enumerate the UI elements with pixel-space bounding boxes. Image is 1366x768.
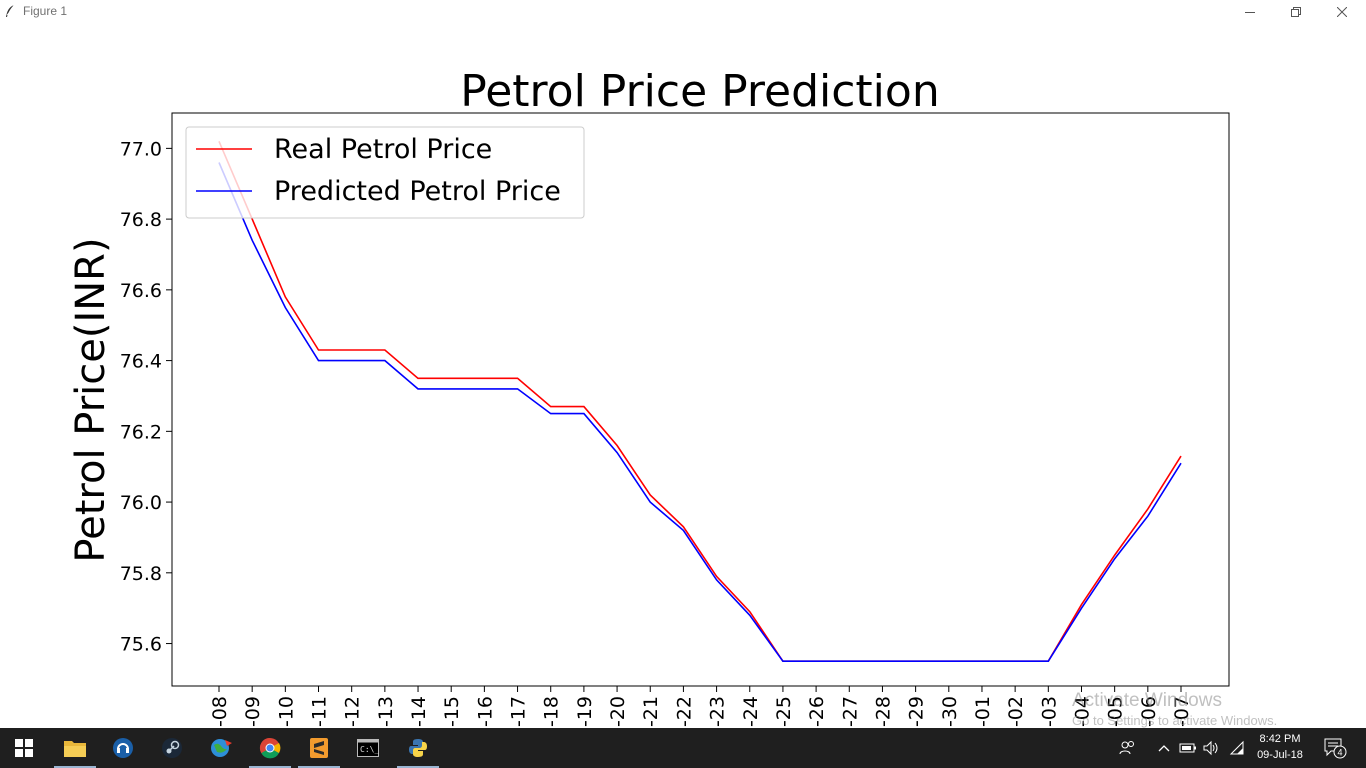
x-tick-label: -20 xyxy=(607,696,629,727)
y-tick-label: 75.6 xyxy=(120,634,162,656)
x-tick-label: -24 xyxy=(740,696,762,727)
x-tick-label: -19 xyxy=(574,696,596,727)
y-axis-label: Petrol Price(INR) xyxy=(68,237,114,562)
tray-show-hidden[interactable] xyxy=(1154,738,1174,758)
x-tick-label: -17 xyxy=(508,696,530,727)
python-icon xyxy=(409,739,427,757)
x-tick-label: -02 xyxy=(1005,696,1027,727)
minimize-button[interactable] xyxy=(1227,0,1273,24)
taskbar-chrome[interactable] xyxy=(246,728,294,768)
battery-icon xyxy=(1179,743,1196,753)
terminal-icon: C:\_ xyxy=(357,739,379,757)
start-button[interactable] xyxy=(0,728,48,768)
y-axis-ticks: 75.6 75.8 76.0 76.2 76.4 76.6 76.8 77.0 xyxy=(120,138,172,656)
close-icon xyxy=(1337,7,1347,17)
x-tick-label: -18 xyxy=(541,696,563,727)
y-tick-label: 76.6 xyxy=(120,280,162,302)
x-axis-ticks: -08 -09 -10 -11 -12 -13 -14 -15 -16 -17 -18 -19 -20-… xyxy=(209,686,1193,727)
x-tick-label: -13 xyxy=(375,696,397,727)
restore-button[interactable] xyxy=(1273,0,1319,24)
minimize-icon xyxy=(1245,12,1255,13)
x-tick-label: -06 xyxy=(1138,696,1160,727)
x-tick-label: -29 xyxy=(906,696,928,727)
taskbar-support-assistant[interactable] xyxy=(99,728,147,768)
legend-box xyxy=(185,126,585,219)
series-line-predicted xyxy=(218,162,1182,663)
chart-title: Petrol Price Prediction xyxy=(460,66,939,117)
x-tick-label: -09 xyxy=(242,696,264,727)
x-tick-label: -15 xyxy=(441,696,463,727)
tray-people[interactable] xyxy=(1118,738,1138,758)
x-tick-label: -23 xyxy=(707,696,729,727)
clock-date: 09-Jul-18 xyxy=(1257,749,1303,761)
x-tick-label: -16 xyxy=(474,696,496,727)
taskbar-clock[interactable]: 8:42 PM 09-Jul-18 xyxy=(1250,731,1310,763)
tray-wifi[interactable] xyxy=(1227,738,1247,758)
feather-icon xyxy=(6,4,15,17)
x-tick-label: -05 xyxy=(1105,696,1127,727)
active-indicator xyxy=(298,766,340,768)
y-tick-label: 76.4 xyxy=(120,351,162,373)
y-tick-label: 75.8 xyxy=(120,563,162,585)
x-tick-label: -22 xyxy=(673,696,695,727)
taskbar-file-explorer[interactable] xyxy=(51,728,99,768)
taskbar-command-prompt[interactable]: C:\_ xyxy=(344,728,392,768)
tray-battery[interactable] xyxy=(1178,738,1198,758)
x-tick-label: -10 xyxy=(275,696,297,727)
x-tick-label: -08 xyxy=(209,696,231,727)
headset-icon xyxy=(113,738,133,758)
y-tick-label: 76.2 xyxy=(120,421,162,443)
taskbar-sublime-text[interactable] xyxy=(295,728,343,768)
restore-icon xyxy=(1291,7,1301,17)
notification-count: 4 xyxy=(1337,748,1342,758)
tray-volume[interactable] xyxy=(1201,738,1221,758)
series-layer xyxy=(218,140,1182,663)
x-tick-label: -07 xyxy=(1171,696,1193,727)
x-tick-label: -28 xyxy=(872,696,894,727)
legend-label-predicted: Predicted Petrol Price xyxy=(274,176,561,207)
x-tick-label: -03 xyxy=(1038,696,1060,727)
action-center-button[interactable]: 4 xyxy=(1323,738,1347,759)
notification-icon: 4 xyxy=(1324,738,1347,759)
y-tick-label: 76.8 xyxy=(120,209,162,231)
legend-label-real: Real Petrol Price xyxy=(274,134,492,165)
taskbar-python[interactable] xyxy=(394,728,442,768)
x-tick-label: -30 xyxy=(939,696,961,727)
legend: Real Petrol Price Predicted Petrol Price xyxy=(185,126,585,219)
x-tick-label: -14 xyxy=(408,696,430,727)
taskbar-browser[interactable] xyxy=(197,728,245,768)
x-tick-label: -11 xyxy=(309,696,331,727)
window-title: Figure 1 xyxy=(23,4,68,18)
taskbar-steam[interactable] xyxy=(148,728,196,768)
y-tick-label: 76.0 xyxy=(120,492,162,514)
x-tick-label: -25 xyxy=(773,696,795,727)
clock-time: 8:42 PM xyxy=(1259,733,1301,745)
sublime-icon xyxy=(310,738,328,758)
active-indicator xyxy=(397,766,439,768)
y-tick-label: 77.0 xyxy=(120,138,162,160)
close-button[interactable] xyxy=(1319,0,1365,24)
x-tick-label: -26 xyxy=(806,696,828,727)
active-indicator xyxy=(249,766,291,768)
x-tick-label: -21 xyxy=(640,696,662,727)
people-icon xyxy=(1119,741,1134,755)
chevron-up-icon xyxy=(1158,745,1170,752)
chrome-icon xyxy=(259,737,281,759)
globe-icon xyxy=(211,739,232,757)
x-tick-label: -01 xyxy=(972,696,994,727)
active-indicator xyxy=(54,766,96,768)
taskbar: C:\_ 8:42 PM 09-Jul-18 4 xyxy=(0,728,1366,768)
x-tick-label: -04 xyxy=(1071,696,1093,727)
figure-canvas: Petrol Price Prediction Petrol Price(INR… xyxy=(68,66,1230,727)
folder-icon xyxy=(64,741,86,757)
volume-icon xyxy=(1203,740,1218,756)
x-tick-label: -12 xyxy=(342,696,364,727)
steam-icon xyxy=(162,738,182,758)
wifi-icon xyxy=(1229,740,1244,755)
x-tick-label: -27 xyxy=(839,696,861,727)
windows-logo-icon xyxy=(15,739,33,757)
svg-text:C:\_: C:\_ xyxy=(360,745,379,754)
window-titlebar: Figure 1 xyxy=(0,0,1366,24)
